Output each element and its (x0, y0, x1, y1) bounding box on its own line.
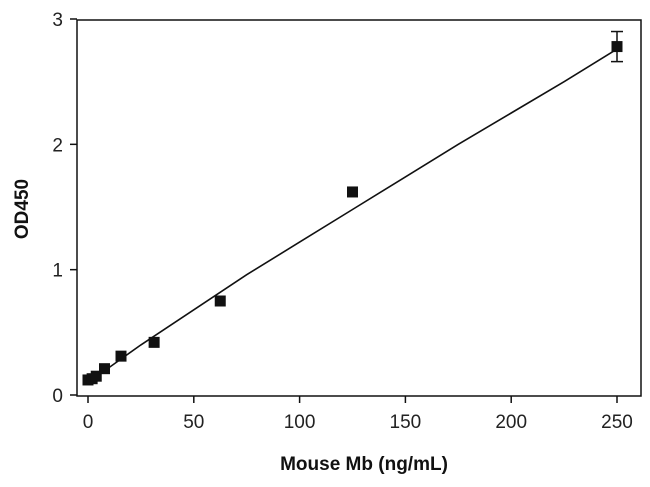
x-axis-title: Mouse Mb (ng/mL) (280, 454, 448, 475)
y-tick-label: 3 (52, 10, 63, 31)
x-tick-label: 50 (183, 412, 204, 433)
x-tick-label: 200 (495, 412, 527, 433)
data-point (90, 370, 102, 382)
data-point (214, 295, 226, 307)
data-point (115, 350, 127, 362)
data-point (611, 41, 623, 53)
y-tick-label: 2 (52, 135, 63, 156)
x-tick-label: 250 (601, 412, 633, 433)
y-axis-title: OD450 (12, 179, 33, 239)
x-tick-label: 0 (83, 412, 94, 433)
y-tick-label: 1 (52, 261, 63, 282)
data-point (148, 336, 160, 348)
data-points-group (82, 30, 623, 386)
data-point (99, 363, 111, 375)
plot-frame (76, 19, 642, 397)
fit-curve-group (87, 48, 618, 384)
data-point (347, 186, 358, 198)
x-axis-ticks: 0 50 100 150 200 250 (83, 396, 633, 433)
fit-curve (87, 48, 618, 384)
y-tick-label: 0 (52, 386, 63, 407)
x-tick-label: 150 (390, 412, 422, 433)
y-axis-ticks: 0 1 2 3 (52, 10, 77, 407)
x-tick-label: 100 (284, 412, 316, 433)
